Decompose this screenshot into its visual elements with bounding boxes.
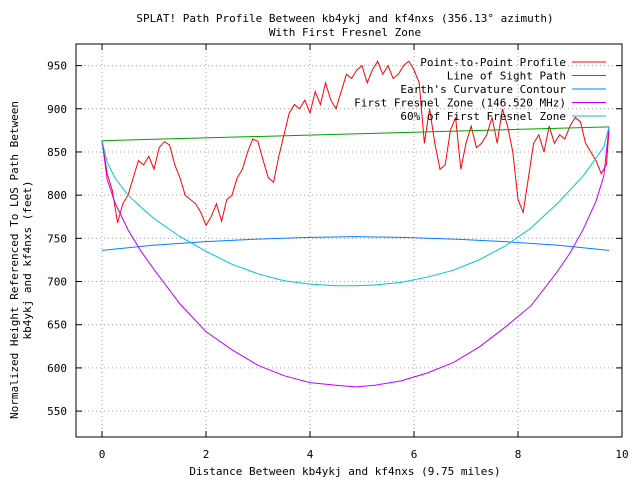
chart-title: SPLAT! Path Profile Between kb4ykj and k…	[136, 12, 553, 25]
y-tick-label: 950	[47, 60, 67, 73]
y-tick-label: 750	[47, 232, 67, 245]
y-tick-label: 800	[47, 189, 67, 202]
y-tick-label: 700	[47, 276, 67, 289]
y-tick-label: 550	[47, 405, 67, 418]
plot-frame	[75, 43, 623, 438]
x-tick-label: 10	[615, 448, 628, 461]
x-tick-label: 2	[203, 448, 210, 461]
series-line-4	[101, 126, 610, 388]
legend-label: 60% of First Fresnel Zone	[400, 110, 566, 123]
series-line-5	[101, 126, 610, 287]
series-lines	[101, 60, 610, 388]
legend-label: Line of Sight Path	[447, 70, 566, 83]
y-tick-label: 600	[47, 362, 67, 375]
legend-label: Earth's Curvature Contour	[400, 83, 566, 96]
y-tick-label: 650	[47, 319, 67, 332]
x-axis-label: Distance Between kb4ykj and kf4nxs (9.75…	[189, 465, 500, 478]
tick-labels: 0 2 4 6 8 10 550 600 650 700 750 800 850 900 950	[47, 60, 629, 461]
y-axis-label-line1: Normalized Height Referenced To LOS Path…	[8, 101, 21, 419]
series-line-1	[101, 60, 610, 227]
x-tick-label: 0	[99, 448, 106, 461]
legend-label: Point-to-Point Profile	[420, 56, 566, 69]
y-axis-label-line2: kb4ykj and kf4nxs (feet)	[21, 181, 34, 340]
x-tick-label: 8	[515, 448, 522, 461]
y-tick-label: 850	[47, 146, 67, 159]
tick-marks	[76, 44, 623, 437]
x-tick-label: 6	[411, 448, 418, 461]
y-tick-label: 900	[47, 103, 67, 116]
series-line-3	[101, 236, 610, 251]
legend-label: First Fresnel Zone (146.520 MHz)	[354, 97, 566, 110]
series-line-2	[101, 126, 610, 142]
chart-subtitle: With First Fresnel Zone	[269, 26, 421, 39]
x-tick-label: 4	[307, 448, 314, 461]
